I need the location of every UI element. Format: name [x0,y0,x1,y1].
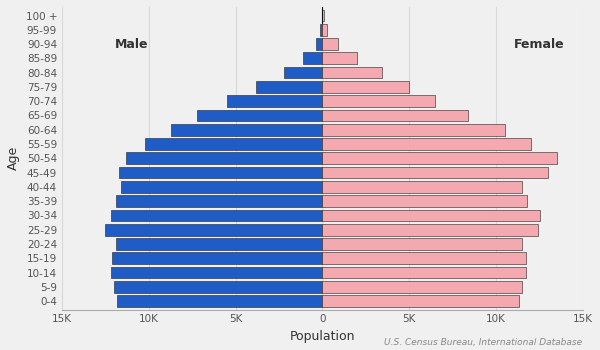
Bar [256,81,322,93]
Text: Female: Female [514,37,565,50]
Bar [322,167,548,178]
Bar [322,195,527,207]
Bar [110,210,322,221]
Bar [227,95,322,107]
Bar [322,67,382,78]
Bar [320,24,322,36]
Bar [116,238,322,250]
Bar [172,124,322,135]
Bar [322,267,526,278]
Bar [322,81,409,93]
Bar [116,195,322,207]
Text: U.S. Census Bureau, International Database: U.S. Census Bureau, International Databa… [384,337,582,346]
Bar [322,252,526,264]
Bar [105,224,322,236]
Text: Male: Male [115,37,148,50]
Bar [322,95,436,107]
Bar [322,224,538,236]
Bar [322,138,531,150]
Bar [322,10,324,21]
Bar [110,267,322,278]
Bar [112,252,322,264]
Bar [114,281,322,293]
Bar [322,238,522,250]
Bar [322,38,338,50]
Bar [322,124,505,135]
Bar [121,181,322,193]
Bar [145,138,322,150]
Bar [322,24,328,36]
Bar [322,181,522,193]
Bar [126,153,322,164]
Bar [197,110,322,121]
Bar [322,110,469,121]
Bar [119,167,322,178]
Bar [322,52,357,64]
Bar [284,67,322,78]
Bar [322,153,557,164]
Bar [322,210,539,221]
Bar [322,281,522,293]
Bar [322,295,519,307]
Bar [118,295,322,307]
Bar [304,52,322,64]
Y-axis label: Age: Age [7,146,20,170]
Bar [316,38,322,50]
X-axis label: Population: Population [290,330,355,343]
